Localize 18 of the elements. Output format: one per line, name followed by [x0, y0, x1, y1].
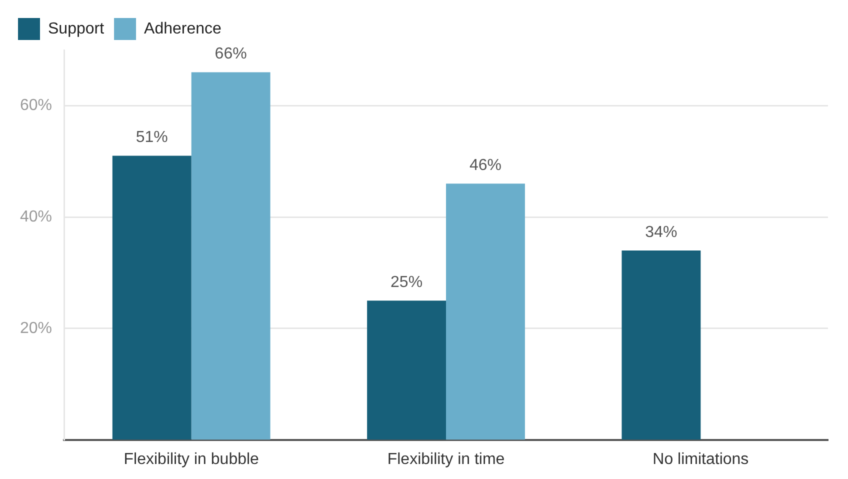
legend-label: Adherence [144, 20, 222, 38]
x-tick-label: No limitations [652, 450, 749, 468]
x-tick-label: Flexibility in time [387, 450, 505, 468]
x-tick-label: Flexibility in bubble [124, 450, 260, 468]
bar [622, 250, 701, 440]
bar [367, 300, 446, 440]
data-label: 66% [214, 46, 247, 63]
y-tick-label: 60% [20, 97, 52, 114]
bar [446, 184, 525, 440]
legend-label: Support [48, 20, 105, 38]
data-label: 51% [136, 129, 168, 146]
bar [112, 156, 192, 440]
y-tick-label: 40% [20, 208, 52, 226]
bar [191, 72, 270, 440]
y-tick-label: 20% [20, 320, 52, 337]
data-label: 25% [390, 274, 423, 291]
data-label: 46% [469, 157, 502, 174]
data-label: 34% [645, 224, 678, 241]
